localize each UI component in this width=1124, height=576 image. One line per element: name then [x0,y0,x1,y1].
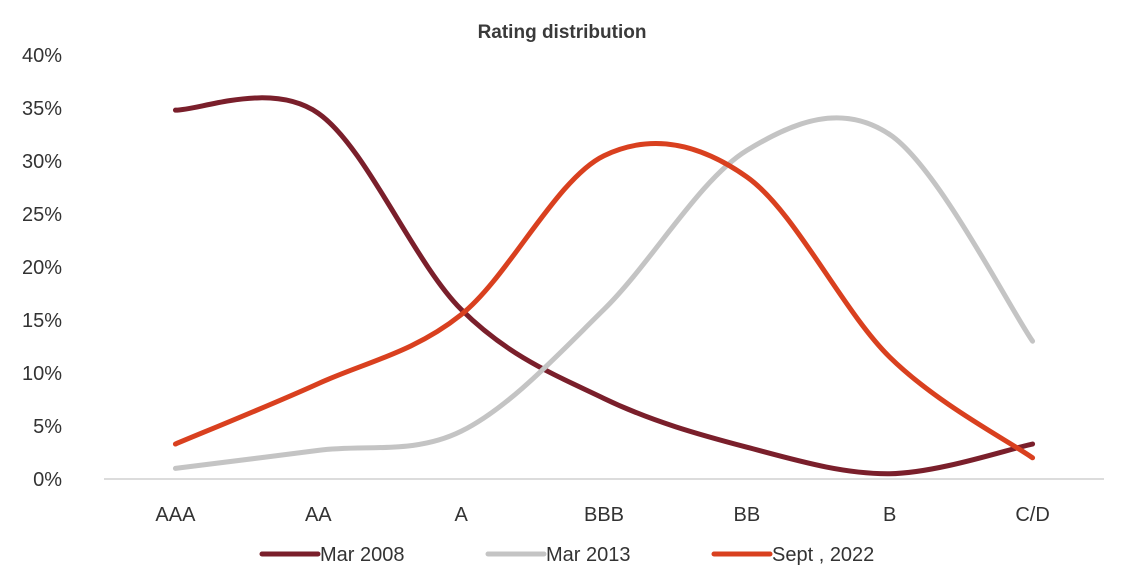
legend-label-3: Sept , 2022 [772,544,874,566]
x-tick-label: AA [305,504,332,526]
y-tick-label: 30% [22,151,62,173]
y-tick-label: 35% [22,98,62,120]
legend-label-2: Mar 2013 [546,544,631,566]
x-tick-label: A [454,504,468,526]
x-axis-labels: AAA AA A BBB BB B C/D [155,504,1049,526]
x-tick-label: C/D [1015,504,1049,526]
x-tick-label: B [883,504,896,526]
y-tick-label: 20% [22,257,62,279]
series-line-1 [172,95,1036,477]
y-tick-label: 15% [22,310,62,332]
y-tick-label: 0% [33,469,62,491]
x-tick-label: BB [734,504,761,526]
series-lines [172,95,1036,477]
y-tick-label: 25% [22,204,62,226]
y-tick-label: 40% [22,45,62,67]
series-line-3 [172,140,1036,461]
y-tick-label: 10% [22,363,62,385]
y-axis-labels: 0% 5% 10% 15% 20% 25% 30% 35% 40% [22,45,62,491]
legend-label-1: Mar 2008 [320,544,405,566]
x-tick-label: AAA [155,504,196,526]
chart-title: Rating distribution [478,22,647,43]
x-tick-label: BBB [584,504,624,526]
legend: Mar 2008 Mar 2013 Sept , 2022 [259,544,874,566]
y-tick-label: 5% [33,416,62,438]
series-line-2 [172,115,1036,471]
